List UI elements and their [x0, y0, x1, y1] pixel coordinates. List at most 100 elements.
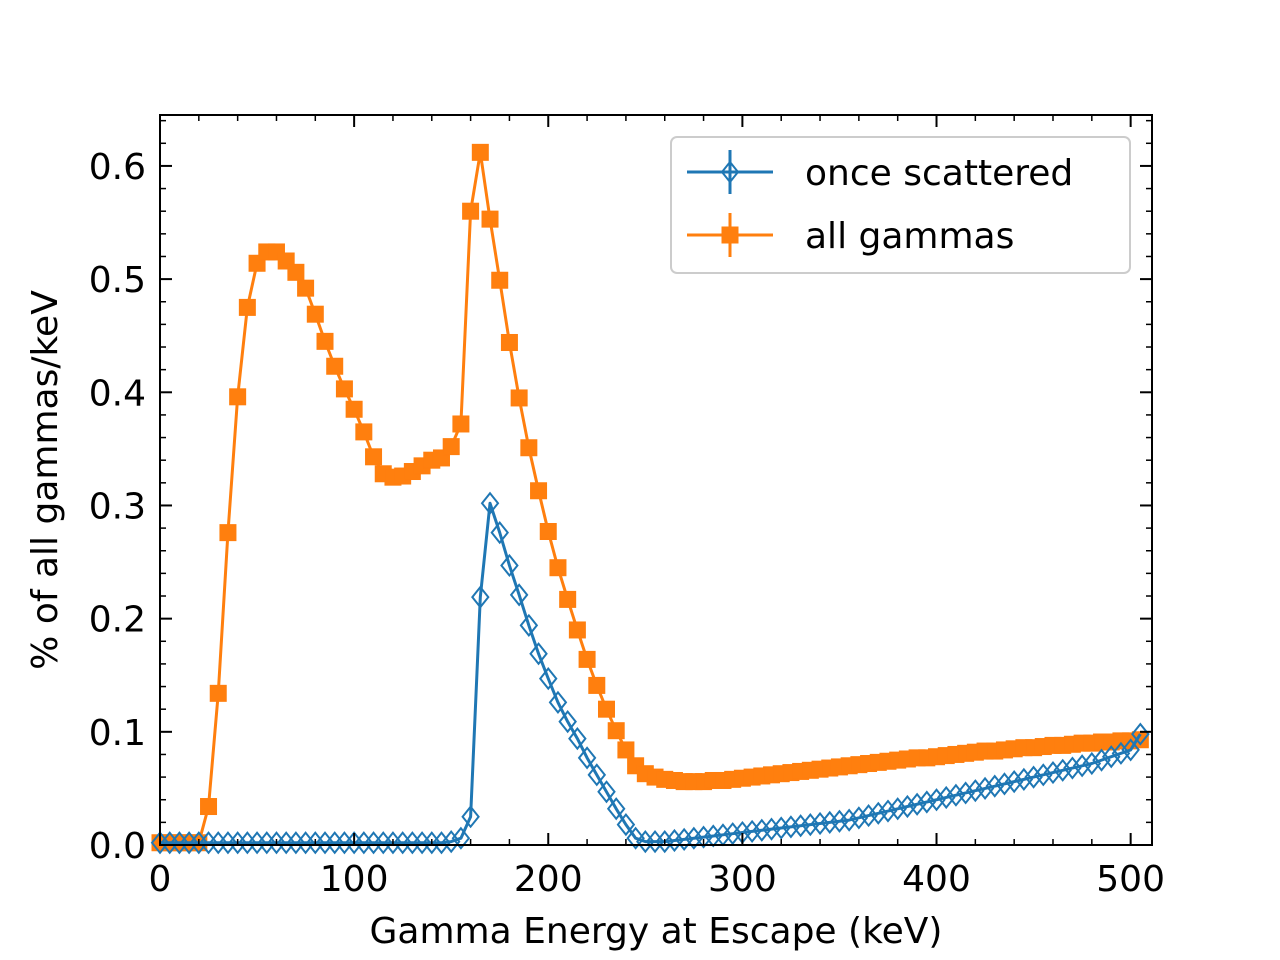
y-tick-label: 0.2 — [89, 600, 146, 641]
data-point-once-scattered — [839, 808, 859, 832]
data-point-once-scattered — [830, 809, 849, 833]
data-point-all-gammas — [442, 438, 460, 456]
data-point-all-gammas — [200, 798, 218, 816]
data-point-once-scattered — [985, 774, 1005, 798]
data-point-once-scattered — [1053, 758, 1072, 782]
data-point-all-gammas — [491, 271, 509, 289]
data-point-once-scattered — [868, 801, 888, 825]
data-point-all-gammas — [510, 389, 528, 407]
data-point-once-scattered — [917, 790, 937, 814]
data-point-once-scattered — [587, 763, 607, 787]
data-point-once-scattered — [742, 819, 762, 844]
legend-box — [670, 136, 1131, 274]
data-point-once-scattered — [1063, 756, 1082, 780]
data-point-once-scattered — [490, 521, 510, 545]
legend-label-all-gammas: all gammas — [805, 216, 1014, 257]
data-point-once-scattered — [762, 817, 781, 841]
data-point-all-gammas — [500, 333, 518, 351]
legend-marker-once-scattered — [720, 160, 740, 184]
data-point-once-scattered — [519, 613, 539, 638]
x-tick-label: 400 — [902, 859, 971, 900]
data-point-all-gammas — [306, 305, 324, 323]
x-tick-label: 200 — [514, 859, 583, 900]
data-point-once-scattered — [432, 831, 451, 855]
y-tick-label: 0.0 — [89, 826, 146, 867]
data-point-all-gammas — [578, 650, 596, 668]
data-point-once-scattered — [577, 746, 597, 770]
data-point-once-scattered — [655, 830, 675, 854]
data-point-once-scattered — [820, 810, 840, 834]
y-tick-label: 0.1 — [89, 713, 146, 754]
data-point-once-scattered — [451, 826, 471, 850]
x-tick-label: 100 — [320, 859, 389, 900]
data-point-all-gammas — [316, 332, 334, 350]
data-point-once-scattered — [441, 830, 461, 854]
data-point-all-gammas — [568, 621, 586, 639]
plot-frame — [159, 114, 1153, 846]
data-point-once-scattered — [597, 780, 616, 804]
data-point-once-scattered — [975, 776, 995, 801]
data-point-all-gammas — [520, 439, 538, 457]
series-line-once-scattered — [160, 501, 1142, 845]
data-point-once-scattered — [694, 825, 713, 849]
data-point-all-gammas — [297, 279, 315, 297]
data-point-once-scattered — [859, 803, 878, 828]
data-point-all-gammas — [588, 676, 606, 694]
data-point-all-gammas — [617, 741, 635, 759]
data-point-all-gammas — [539, 522, 557, 540]
data-point-once-scattered — [1111, 741, 1131, 765]
y-tick-label: 0.3 — [89, 486, 146, 527]
x-tick-label: 500 — [1096, 859, 1165, 900]
data-point-once-scattered — [898, 794, 917, 819]
y-tick-label: 0.4 — [89, 373, 146, 414]
data-point-all-gammas — [219, 524, 237, 542]
data-point-once-scattered — [538, 667, 558, 691]
data-point-once-scattered — [1131, 722, 1150, 746]
series-layer — [150, 143, 1150, 855]
series-all-gammas — [151, 143, 1149, 852]
data-point-once-scattered — [558, 710, 577, 734]
data-point-once-scattered — [927, 788, 946, 812]
data-point-once-scattered — [509, 583, 529, 607]
data-point-once-scattered — [471, 585, 490, 609]
data-point-once-scattered — [1082, 751, 1102, 776]
data-point-all-gammas — [238, 298, 256, 316]
data-point-once-scattered — [956, 781, 975, 805]
data-point-once-scattered — [548, 690, 568, 714]
legend: once scattered all gammas — [670, 136, 1131, 274]
data-point-all-gammas — [452, 415, 470, 433]
data-point-all-gammas — [597, 700, 615, 718]
x-axis-title: Gamma Energy at Escape (keV) — [370, 911, 943, 952]
data-point-once-scattered — [480, 491, 500, 515]
data-point-all-gammas — [229, 388, 247, 406]
data-point-once-scattered — [674, 827, 694, 851]
legend-entry-once-scattered — [687, 150, 773, 194]
data-point-once-scattered — [878, 799, 898, 823]
data-point-once-scattered — [723, 822, 742, 846]
data-point-all-gammas — [462, 202, 480, 220]
y-axis-title: % of all gammas/keV — [25, 290, 66, 670]
data-point-once-scattered — [606, 797, 626, 821]
data-point-once-scattered — [616, 813, 636, 837]
legend-entry-all-gammas — [687, 213, 773, 257]
x-tick-label: 300 — [708, 859, 777, 900]
data-point-all-gammas — [549, 559, 567, 577]
data-point-once-scattered — [1014, 767, 1034, 791]
data-point-once-scattered — [684, 826, 704, 850]
data-point-all-gammas — [209, 684, 227, 702]
data-point-once-scattered — [568, 727, 587, 751]
data-point-once-scattered — [907, 792, 927, 816]
data-point-all-gammas — [287, 263, 305, 281]
data-point-once-scattered — [626, 826, 645, 850]
data-point-all-gammas — [530, 482, 548, 500]
data-point-all-gammas — [335, 380, 353, 398]
data-point-once-scattered — [966, 779, 985, 803]
y-tick-label: 0.5 — [89, 260, 146, 301]
data-point-once-scattered — [1004, 770, 1024, 794]
data-point-once-scattered — [791, 814, 810, 838]
legend-marker-all-gammas — [721, 226, 739, 244]
data-point-once-scattered — [529, 642, 548, 666]
data-point-once-scattered — [1101, 745, 1121, 769]
data-point-once-scattered — [888, 797, 907, 821]
